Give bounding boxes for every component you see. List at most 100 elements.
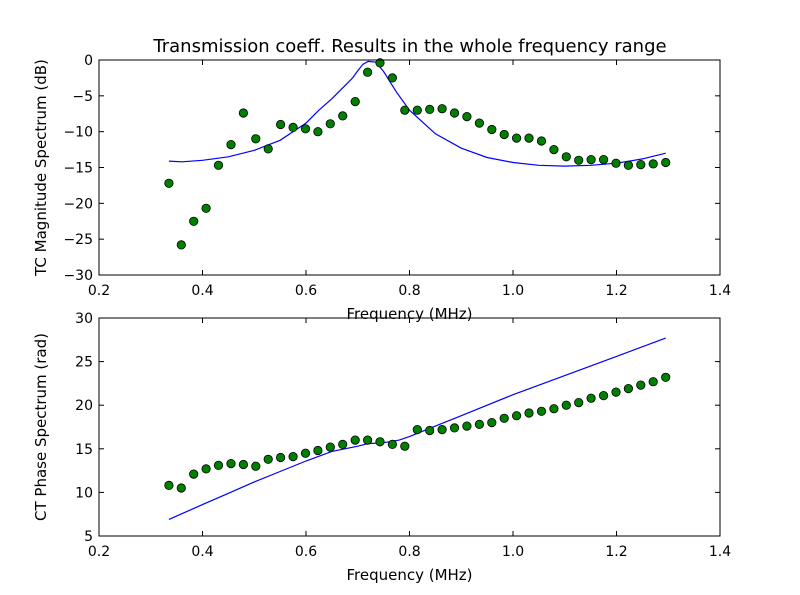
phase-data-point	[289, 452, 297, 460]
phase-data-point	[239, 460, 247, 468]
magnitude-data-point	[326, 120, 334, 128]
phase-data-point	[438, 425, 446, 433]
magnitude-data-point	[488, 125, 496, 133]
magnitude-data-point	[401, 106, 409, 114]
phase-xtick-label: 0.4	[191, 544, 213, 560]
magnitude-data-point	[276, 120, 284, 128]
phase-data-point	[587, 394, 595, 402]
phase-data-point	[301, 449, 309, 457]
magnitude-data-point	[512, 134, 520, 142]
phase-data-point	[252, 462, 260, 470]
phase-ytick-label: 15	[75, 442, 93, 458]
magnitude-data-point	[475, 119, 483, 127]
magnitude-ytick-label: −10	[63, 125, 93, 141]
magnitude-ytick-label: −20	[63, 196, 93, 212]
magnitude-ytick-label: −5	[72, 89, 93, 105]
magnitude-data-point	[450, 109, 458, 117]
phase-data-point	[351, 436, 359, 444]
phase-data-point	[202, 465, 210, 473]
magnitude-data-point	[190, 217, 198, 225]
phase-xtick-label: 0.2	[88, 544, 110, 560]
magnitude-data-point	[438, 105, 446, 113]
magnitude-data-point	[500, 130, 508, 138]
phase-data-point	[264, 455, 272, 463]
phase-data-point	[624, 384, 632, 392]
magnitude-data-point	[388, 74, 396, 82]
phase-data-point	[450, 424, 458, 432]
magnitude-data-point	[239, 109, 247, 117]
phase-data-point	[227, 459, 235, 467]
phase-data-point	[314, 446, 322, 454]
phase-data-point	[426, 426, 434, 434]
phase-xtick-label: 0.8	[398, 544, 420, 560]
magnitude-data-point	[649, 160, 657, 168]
phase-xtick-label: 1.4	[709, 544, 731, 560]
phase-data-point	[388, 440, 396, 448]
magnitude-data-point	[339, 112, 347, 120]
magnitude-data-point	[177, 241, 185, 249]
phase-x-axis-label: Frequency (MHz)	[346, 566, 472, 584]
magnitude-data-point	[525, 134, 533, 142]
magnitude-data-point	[662, 158, 670, 166]
phase-data-point	[599, 391, 607, 399]
magnitude-data-point	[550, 145, 558, 153]
phase-data-point	[488, 418, 496, 426]
phase-data-point	[165, 481, 173, 489]
magnitude-data-point	[227, 140, 235, 148]
magnitude-xtick-label: 0.8	[398, 283, 420, 299]
magnitude-data-point	[264, 145, 272, 153]
magnitude-xtick-label: 0.2	[88, 283, 110, 299]
phase-data-point	[612, 388, 620, 396]
magnitude-data-point	[289, 123, 297, 131]
phase-data-point	[413, 425, 421, 433]
magnitude-data-point	[301, 125, 309, 133]
phase-data-point	[537, 407, 545, 415]
magnitude-data-point	[637, 160, 645, 168]
phase-data-point	[363, 436, 371, 444]
phase-data-point	[401, 442, 409, 450]
magnitude-ytick-label: −25	[63, 232, 93, 248]
magnitude-data-point	[599, 155, 607, 163]
magnitude-data-point	[214, 161, 222, 169]
magnitude-data-point	[537, 137, 545, 145]
magnitude-data-point	[363, 68, 371, 76]
magnitude-xtick-label: 0.6	[295, 283, 317, 299]
magnitude-data-point	[252, 135, 260, 143]
magnitude-xtick-label: 0.4	[191, 283, 213, 299]
phase-data-point	[339, 440, 347, 448]
phase-y-axis-label: CT Phase Spectrum (rad)	[32, 333, 50, 521]
phase-data-point	[525, 409, 533, 417]
phase-data-point	[177, 484, 185, 492]
phase-ytick-label: 20	[75, 398, 93, 414]
magnitude-y-axis-label: TC Magnitude Spectrum (dB)	[32, 59, 50, 277]
magnitude-data-point	[575, 156, 583, 164]
phase-data-point	[637, 381, 645, 389]
phase-data-point	[463, 422, 471, 430]
phase-data-point	[512, 412, 520, 420]
phase-ytick-label: 25	[75, 355, 93, 371]
magnitude-ytick-label: 0	[84, 53, 93, 69]
phase-ytick-label: 5	[84, 529, 93, 545]
phase-data-point	[550, 405, 558, 413]
phase-data-point	[376, 438, 384, 446]
phase-data-point	[649, 378, 657, 386]
phase-data-point	[326, 443, 334, 451]
magnitude-ytick-label: −30	[63, 268, 93, 284]
phase-xtick-label: 1.0	[502, 544, 524, 560]
phase-xtick-label: 0.6	[295, 544, 317, 560]
magnitude-data-point	[314, 128, 322, 136]
magnitude-data-point	[587, 155, 595, 163]
phase-data-point	[575, 398, 583, 406]
phase-ytick-label: 10	[75, 485, 93, 501]
magnitude-data-point	[413, 106, 421, 114]
magnitude-data-point	[562, 153, 570, 161]
phase-data-point	[475, 420, 483, 428]
magnitude-data-point	[202, 204, 210, 212]
magnitude-data-point	[426, 105, 434, 113]
phase-data-point	[562, 401, 570, 409]
phase-ytick-label: 30	[75, 311, 93, 327]
magnitude-xtick-label: 1.4	[709, 283, 731, 299]
magnitude-ytick-label: −15	[63, 161, 93, 177]
magnitude-data-point	[351, 97, 359, 105]
